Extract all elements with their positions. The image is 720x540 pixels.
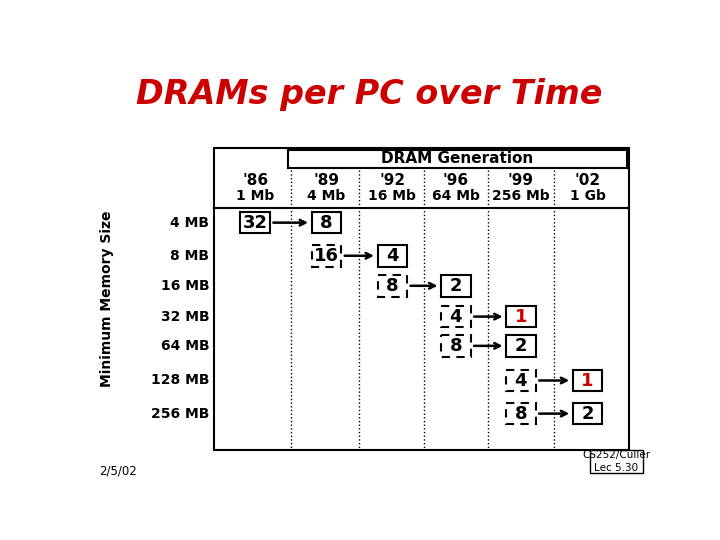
Text: 8: 8 bbox=[320, 214, 333, 232]
Text: '02: '02 bbox=[575, 173, 600, 188]
Text: 4 Mb: 4 Mb bbox=[307, 188, 346, 202]
Text: 16 MB: 16 MB bbox=[161, 279, 210, 293]
Text: 256 MB: 256 MB bbox=[151, 407, 210, 421]
Bar bbox=[441, 335, 471, 356]
Text: 4: 4 bbox=[449, 308, 462, 326]
Bar bbox=[312, 245, 341, 267]
Text: 8: 8 bbox=[449, 337, 462, 355]
Text: 4: 4 bbox=[515, 372, 527, 389]
Text: 32: 32 bbox=[243, 214, 268, 232]
Text: 8: 8 bbox=[515, 404, 527, 423]
Text: '99: '99 bbox=[508, 173, 534, 188]
Text: 8 MB: 8 MB bbox=[171, 249, 210, 263]
Bar bbox=[506, 335, 536, 356]
Text: 32 MB: 32 MB bbox=[161, 309, 210, 323]
Text: 64 MB: 64 MB bbox=[161, 339, 210, 353]
Text: 4 MB: 4 MB bbox=[171, 215, 210, 230]
Text: 2/5/02: 2/5/02 bbox=[99, 464, 137, 477]
Text: 2: 2 bbox=[581, 404, 594, 423]
Bar bbox=[506, 306, 536, 327]
Text: '92: '92 bbox=[379, 173, 405, 188]
Text: CS252/Culler
Lec 5.30: CS252/Culler Lec 5.30 bbox=[582, 450, 650, 472]
Text: 1: 1 bbox=[581, 372, 594, 389]
Bar bbox=[441, 306, 471, 327]
Text: DRAM Generation: DRAM Generation bbox=[381, 151, 534, 166]
Bar bbox=[506, 403, 536, 424]
Bar bbox=[214, 148, 629, 450]
Bar bbox=[377, 245, 407, 267]
Text: '86: '86 bbox=[242, 173, 268, 188]
Text: 16: 16 bbox=[314, 247, 339, 265]
Bar bbox=[240, 212, 270, 233]
Text: 2: 2 bbox=[449, 277, 462, 295]
Bar bbox=[287, 150, 627, 168]
Bar bbox=[590, 450, 642, 473]
Bar bbox=[312, 212, 341, 233]
Text: 16 Mb: 16 Mb bbox=[369, 188, 416, 202]
Bar bbox=[377, 275, 407, 296]
Text: Minimum Memory Size: Minimum Memory Size bbox=[100, 211, 114, 387]
Text: 4: 4 bbox=[386, 247, 398, 265]
Text: 256 Mb: 256 Mb bbox=[492, 188, 549, 202]
Text: 1: 1 bbox=[515, 308, 527, 326]
Bar bbox=[441, 275, 471, 296]
Text: 8: 8 bbox=[386, 277, 399, 295]
Bar bbox=[506, 370, 536, 392]
Text: 64 Mb: 64 Mb bbox=[432, 188, 480, 202]
Text: 2: 2 bbox=[515, 337, 527, 355]
Text: 1 Gb: 1 Gb bbox=[570, 188, 606, 202]
Bar bbox=[573, 370, 602, 392]
Text: DRAMs per PC over Time: DRAMs per PC over Time bbox=[136, 78, 602, 111]
Bar bbox=[573, 403, 602, 424]
Text: 1 Mb: 1 Mb bbox=[236, 188, 274, 202]
Text: '96: '96 bbox=[443, 173, 469, 188]
Text: 128 MB: 128 MB bbox=[151, 374, 210, 388]
Text: '89: '89 bbox=[313, 173, 339, 188]
